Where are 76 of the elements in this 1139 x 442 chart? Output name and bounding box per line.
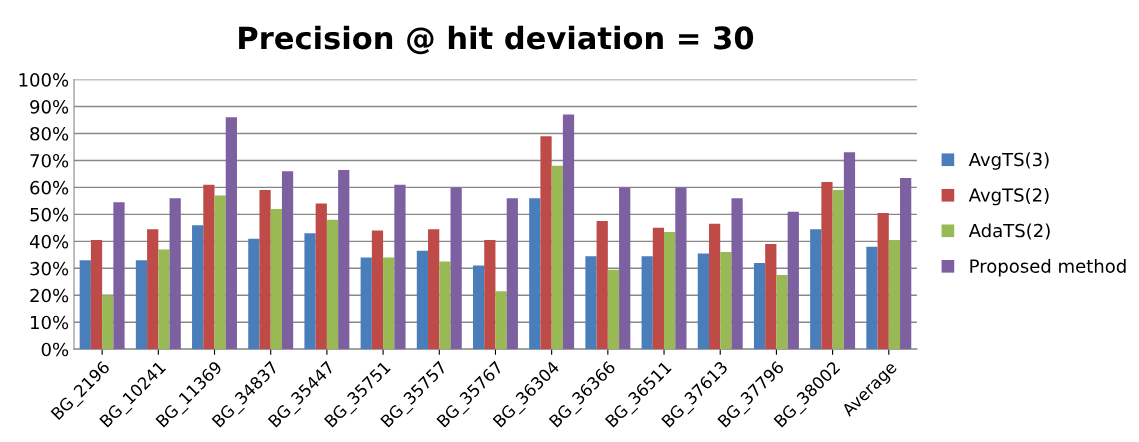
- bar: [450, 187, 462, 350]
- bar: [787, 211, 799, 350]
- bar: [551, 165, 563, 350]
- bar: [259, 190, 271, 350]
- bar: [79, 260, 91, 350]
- bar: [641, 256, 653, 350]
- bar: [225, 117, 237, 350]
- legend-label: Proposed method: [970, 258, 1126, 277]
- y-tick-label: 0%: [41, 342, 69, 357]
- bar: [214, 195, 226, 350]
- bar: [338, 169, 350, 350]
- legend-label: AdaTS(2): [968, 223, 1050, 240]
- bar: [135, 260, 148, 350]
- bar: [596, 221, 608, 350]
- bar: [652, 227, 665, 350]
- bar: [158, 249, 170, 350]
- y-tick-label: 100%: [19, 73, 69, 87]
- bar: [540, 136, 552, 350]
- bar: [776, 275, 788, 350]
- bar: [371, 230, 384, 350]
- chart-title: Precision @ hit deviation = 30: [239, 25, 754, 55]
- bar: [304, 233, 316, 350]
- bar: [708, 223, 721, 350]
- bar: [765, 244, 777, 350]
- y-tick-label: 20%: [30, 288, 69, 303]
- bar: [383, 257, 395, 350]
- bar: [248, 238, 260, 350]
- bar: [877, 213, 889, 350]
- bar: [428, 229, 440, 350]
- bar: [619, 187, 631, 350]
- bar: [506, 198, 518, 350]
- y-tick-label: 30%: [30, 261, 69, 276]
- bar: [360, 257, 372, 350]
- bar: [697, 253, 709, 350]
- bar: [607, 269, 620, 350]
- y-tick-label: 50%: [30, 207, 69, 222]
- y-tick-label: 80%: [30, 126, 69, 141]
- bar: [113, 202, 125, 350]
- bar: [394, 184, 406, 350]
- bar: [810, 229, 822, 350]
- bar: [439, 261, 451, 350]
- y-tick-label: 10%: [31, 315, 69, 330]
- bar: [720, 252, 732, 350]
- bar: [664, 231, 676, 350]
- y-tick-label: 40%: [29, 234, 69, 249]
- bar: [832, 190, 844, 350]
- bar: [484, 239, 496, 350]
- bar: [731, 198, 743, 350]
- bar: [102, 295, 114, 350]
- bar: [270, 208, 282, 350]
- bar: [90, 239, 103, 350]
- bar: [585, 256, 597, 350]
- bar: [529, 198, 541, 350]
- bar: [472, 265, 485, 350]
- bar: [416, 250, 429, 350]
- bar: [866, 246, 878, 350]
- legend-label: AvgTS(2): [968, 187, 1049, 206]
- bar: [281, 171, 294, 350]
- bar: [843, 152, 856, 350]
- bar: [169, 198, 181, 350]
- bar: [753, 262, 766, 350]
- bar: [821, 182, 833, 350]
- bar: [315, 203, 327, 350]
- bar: [900, 177, 912, 350]
- bar: [495, 291, 507, 350]
- bar: [203, 184, 215, 350]
- bar: [888, 239, 901, 350]
- y-tick-label: 90%: [30, 99, 69, 114]
- bar: [326, 219, 339, 350]
- bar: [147, 229, 159, 350]
- y-tick-label: 60%: [30, 180, 69, 195]
- bar: [192, 225, 204, 350]
- bar: [675, 187, 687, 350]
- y-tick-label: 70%: [30, 153, 69, 168]
- legend-label: AvgTS(3): [968, 152, 1049, 170]
- bar: [562, 114, 575, 350]
